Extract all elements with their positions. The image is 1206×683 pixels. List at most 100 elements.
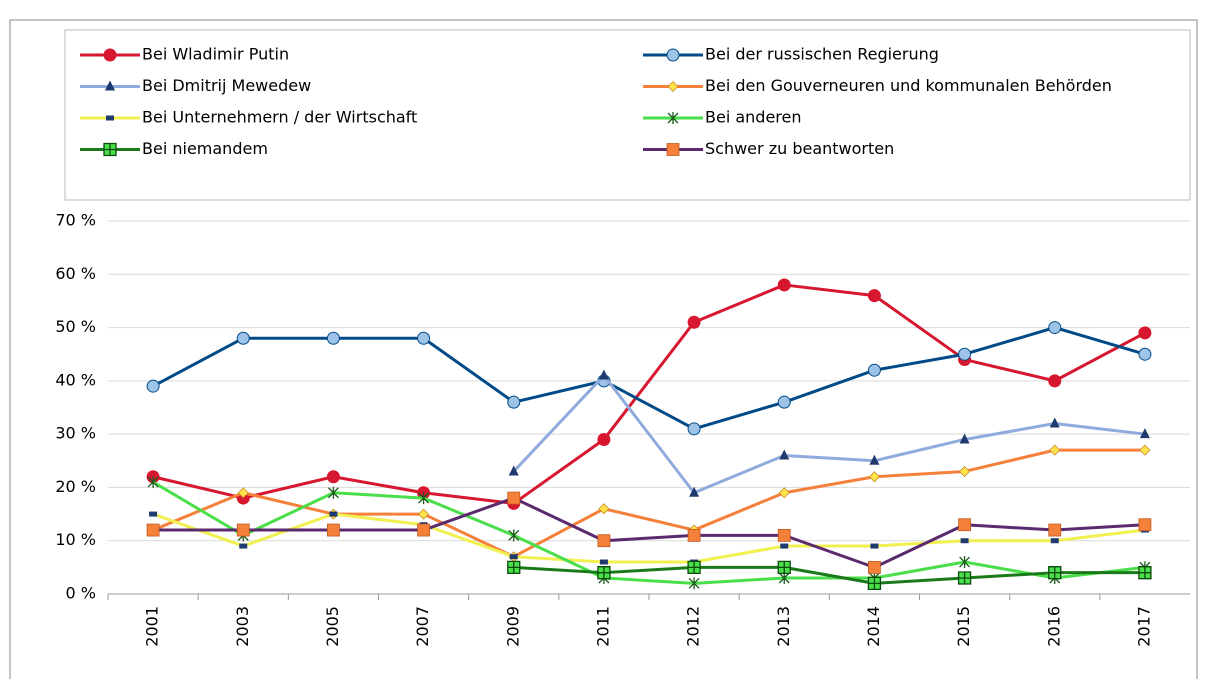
data-point bbox=[958, 347, 972, 361]
data-point bbox=[236, 523, 250, 537]
series-line bbox=[152, 326, 1146, 431]
legend-marker bbox=[103, 142, 117, 157]
data-point bbox=[777, 528, 791, 542]
x-tick-label: 2009 bbox=[503, 606, 522, 647]
data-point bbox=[959, 433, 970, 444]
x-tick-label: 2007 bbox=[413, 606, 432, 647]
data-point bbox=[1049, 444, 1061, 456]
data-point bbox=[417, 331, 431, 345]
data-point bbox=[1138, 566, 1152, 580]
data-point bbox=[868, 471, 880, 483]
y-tick-label: 0 % bbox=[66, 584, 96, 603]
legend-marker bbox=[667, 81, 679, 92]
series-line bbox=[152, 512, 1146, 564]
legend-marker bbox=[667, 112, 679, 124]
data-point bbox=[508, 529, 520, 542]
x-tick-label: 2016 bbox=[1044, 606, 1063, 647]
data-point bbox=[780, 543, 789, 549]
y-tick-label: 30 % bbox=[55, 424, 96, 443]
data-point bbox=[1048, 523, 1062, 537]
x-tick-label: 2015 bbox=[954, 606, 973, 647]
data-point bbox=[1139, 444, 1151, 456]
x-tick-label: 2003 bbox=[233, 606, 252, 647]
x-tick-label: 2001 bbox=[143, 606, 162, 647]
data-point bbox=[507, 560, 521, 575]
data-point bbox=[960, 538, 969, 544]
data-point bbox=[507, 491, 521, 505]
data-point bbox=[687, 528, 701, 542]
legend-box bbox=[64, 29, 1191, 201]
legend-label: Bei niemandem bbox=[142, 139, 268, 158]
data-point bbox=[867, 363, 881, 377]
data-point bbox=[959, 465, 971, 477]
y-tick-label: 50 % bbox=[55, 317, 96, 336]
legend-label: Bei anderen bbox=[705, 108, 802, 127]
data-point bbox=[867, 576, 882, 590]
data-point bbox=[688, 577, 700, 590]
data-point bbox=[869, 454, 880, 465]
legend-label: Bei den Gouverneuren und kommunalen Behö… bbox=[705, 76, 1112, 95]
x-tick-label: 2005 bbox=[323, 606, 342, 647]
data-point bbox=[1048, 374, 1062, 388]
data-point bbox=[597, 534, 611, 548]
data-point bbox=[327, 486, 339, 499]
data-point bbox=[509, 554, 518, 560]
data-point bbox=[149, 511, 158, 517]
data-point bbox=[326, 331, 340, 345]
data-point bbox=[1048, 321, 1062, 335]
data-point bbox=[327, 523, 340, 537]
data-point bbox=[236, 331, 250, 345]
x-tick-label: 2017 bbox=[1134, 606, 1153, 647]
data-point bbox=[777, 560, 791, 575]
legend-label: Bei Dmitrij Mewedew bbox=[142, 76, 311, 95]
data-point bbox=[1048, 566, 1062, 580]
data-point bbox=[958, 518, 971, 532]
x-tick-label: 2012 bbox=[684, 606, 703, 647]
data-point bbox=[597, 432, 611, 446]
data-point bbox=[870, 543, 879, 549]
legend-marker bbox=[105, 80, 115, 91]
legend-label: Bei Unternehmern / der Wirtschaft bbox=[142, 108, 417, 127]
data-point bbox=[598, 369, 609, 380]
data-point bbox=[1139, 428, 1150, 439]
data-point bbox=[687, 560, 701, 575]
data-point bbox=[1049, 417, 1060, 428]
legend-label: Schwer zu beantworten bbox=[705, 139, 894, 158]
data-point bbox=[1138, 326, 1152, 340]
data-point bbox=[867, 289, 881, 303]
legend-label: Bei der russischen Regierung bbox=[705, 45, 939, 64]
data-point bbox=[237, 487, 249, 499]
legend-marker bbox=[106, 115, 114, 121]
data-point bbox=[689, 486, 700, 497]
data-point bbox=[417, 523, 430, 537]
series-line bbox=[152, 480, 1146, 585]
data-point bbox=[778, 487, 790, 499]
y-tick-label: 70 % bbox=[55, 211, 96, 230]
data-point bbox=[687, 315, 701, 329]
x-tick-label: 2014 bbox=[864, 606, 883, 647]
data-point bbox=[146, 379, 160, 393]
data-point bbox=[418, 492, 430, 505]
data-point bbox=[777, 278, 791, 292]
y-tick-label: 40 % bbox=[55, 370, 96, 389]
series-line bbox=[513, 565, 1145, 585]
data-point bbox=[1138, 518, 1152, 532]
data-point bbox=[147, 476, 159, 489]
series-line bbox=[152, 448, 1145, 559]
x-tick-label: 2013 bbox=[774, 606, 793, 647]
data-point bbox=[329, 511, 338, 517]
data-point bbox=[777, 395, 791, 409]
legend-marker bbox=[666, 48, 680, 62]
data-point bbox=[418, 508, 430, 520]
data-point bbox=[868, 560, 881, 574]
data-point bbox=[1138, 347, 1152, 361]
series-line bbox=[152, 283, 1146, 505]
legend-marker bbox=[666, 143, 680, 156]
y-tick-label: 20 % bbox=[55, 477, 96, 496]
y-tick-label: 60 % bbox=[55, 264, 96, 283]
data-point bbox=[507, 395, 521, 409]
data-point bbox=[959, 556, 971, 569]
data-point bbox=[1050, 538, 1059, 544]
series-line bbox=[512, 374, 1146, 495]
